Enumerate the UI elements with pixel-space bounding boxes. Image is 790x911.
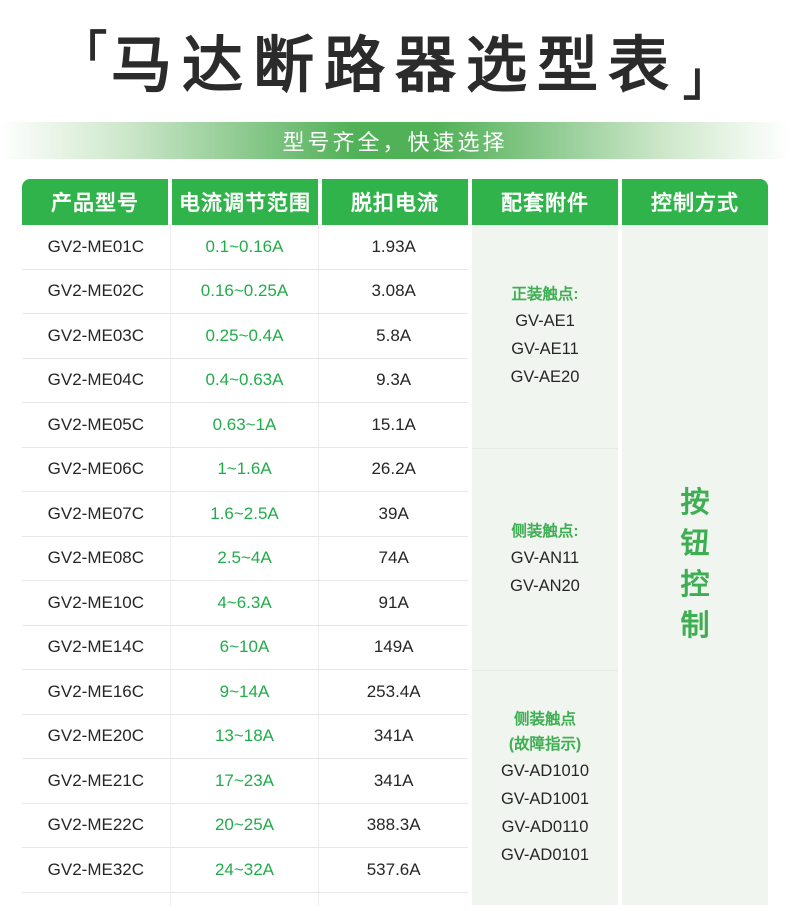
table-body: GV2-ME01C 0.1~0.16A 1.93A GV2-ME02C 0.16~0.2… (22, 225, 768, 906)
row-12-model-cell: GV2-ME21C (22, 759, 171, 804)
row-11-range-cell: 13~18A (170, 714, 320, 759)
row-14-model-cell: GV2-ME32C (22, 848, 171, 893)
row-10-model-cell: GV2-ME16C (22, 670, 171, 715)
title-bracket-left-icon: 「 (60, 27, 107, 79)
row-0-model-cell: GV2-ME01C (22, 225, 171, 270)
row-12-range-cell: 17~23A (170, 759, 320, 804)
accessory-group-2-model-1: GV-AD1001 (500, 790, 590, 808)
subtitle-banner: 型号齐全，快速选择 (0, 122, 790, 159)
row-2-model-cell: GV2-ME03C (22, 314, 171, 359)
accessory-group-1: 侧装触点: GV-AN11 GV-AN20 (472, 447, 618, 671)
row-4-range-cell: 0.63~1A (170, 403, 320, 448)
control-method-column: 按钮控制 (622, 225, 768, 905)
row-3-model-cell: GV2-ME04C (22, 358, 171, 403)
title-bracket-right-icon: 」 (683, 53, 729, 105)
row-13-trip-cell: 388.3A (319, 803, 468, 848)
accessory-group-0-model-0: GV-AE1 (515, 311, 575, 330)
accessory-group-1-model-1: GV-AN20 (510, 576, 580, 595)
control-method-char-1: 钮 (680, 528, 710, 560)
row-8-trip-cell: 91A (319, 581, 468, 626)
accessory-group-0-model-2: GV-AE20 (510, 367, 580, 386)
table-data-columns: GV2-ME01C 0.1~0.16A 1.93A GV2-ME02C 0.16~0.2… (22, 225, 468, 906)
row-8-model-cell: GV2-ME10C (22, 581, 171, 626)
subtitle-text: 型号齐全，快速选择 (282, 129, 508, 155)
column-header-1: 电流调节范围 (172, 179, 318, 225)
row-7-range-cell: 2.5~4A (170, 536, 320, 581)
control-method-char-2: 控 (680, 569, 710, 601)
column-header-4: 控制方式 (622, 179, 768, 225)
row-1-range-cell: 0.16~0.25A (170, 269, 320, 314)
page-title: 「 马达断路器选型表 」 (0, 24, 790, 108)
column-header-0: 产品型号 (22, 179, 168, 225)
row-6-trip-cell: 39A (319, 492, 468, 537)
page-title-text: 马达断路器选型表 (110, 31, 679, 100)
row-13-model-cell: GV2-ME22C (22, 803, 171, 848)
partial-row-range-cell (170, 892, 320, 906)
accessory-group-2-model-0: GV-AD1010 (500, 762, 590, 780)
row-7-model-cell: GV2-ME08C (22, 536, 171, 581)
row-2-range-cell: 0.25~0.4A (170, 314, 320, 359)
row-1-model-cell: GV2-ME02C (22, 269, 171, 314)
table-header-row: 产品型号 电流调节范围 脱扣电流 配套附件 控制方式 (22, 179, 768, 225)
accessory-group-0: 正装触点: GV-AE1 GV-AE11 GV-AE20 (472, 225, 618, 448)
accessory-group-0-model-1: GV-AE11 (511, 339, 579, 358)
row-13-range-cell: 20~25A (170, 803, 320, 848)
row-0-range-cell: 0.1~0.16A (170, 225, 320, 270)
row-2-trip-cell: 5.8A (319, 314, 468, 359)
row-4-model-cell: GV2-ME05C (22, 403, 171, 448)
accessory-column: 正装触点: GV-AE1 GV-AE11 GV-AE20 侧装触点: GV-AN11 GV-… (472, 225, 618, 905)
row-9-model-cell: GV2-ME14C (22, 625, 171, 670)
row-3-trip-cell: 9.3A (319, 358, 468, 403)
row-9-trip-cell: 149A (319, 625, 468, 670)
row-12-trip-cell: 341A (319, 759, 468, 804)
row-10-range-cell: 9~14A (170, 670, 320, 715)
row-5-range-cell: 1~1.6A (170, 447, 320, 492)
accessory-group-2: 侧装触点 (故障指示) GV-AD1010 GV-AD1001 GV-AD0110 GV-… (472, 670, 618, 905)
row-11-model-cell: GV2-ME20C (22, 714, 171, 759)
row-4-trip-cell: 15.1A (319, 403, 468, 448)
partial-row-trip-cell (319, 892, 468, 906)
accessory-group-2-title-1: (故障指示) (508, 736, 582, 753)
row-9-range-cell: 6~10A (170, 625, 320, 670)
row-7-trip-cell: 74A (319, 536, 468, 581)
selection-table: 产品型号 电流调节范围 脱扣电流 配套附件 控制方式 GV2-ME01C 0.1~0.16… (22, 179, 768, 906)
column-header-2: 脱扣电流 (322, 179, 468, 225)
row-0-trip-cell: 1.93A (319, 225, 468, 270)
control-method-char-3: 制 (680, 610, 710, 642)
row-3-range-cell: 0.4~0.63A (170, 358, 320, 403)
row-14-trip-cell: 537.6A (319, 848, 468, 893)
row-5-trip-cell: 26.2A (319, 447, 468, 492)
accessory-group-1-title-0: 侧装触点: (511, 522, 579, 540)
row-8-range-cell: 4~6.3A (170, 581, 320, 626)
accessory-group-1-model-0: GV-AN11 (510, 548, 580, 567)
control-method-char-0: 按 (680, 487, 710, 519)
row-5-model-cell: GV2-ME06C (22, 447, 171, 492)
partial-row-model-cell (22, 892, 171, 906)
accessory-group-2-model-3: GV-AD0101 (500, 846, 590, 864)
row-14-range-cell: 24~32A (170, 848, 320, 893)
row-6-range-cell: 1.6~2.5A (170, 492, 320, 537)
row-10-trip-cell: 253.4A (319, 670, 468, 715)
accessory-group-2-model-2: GV-AD0110 (501, 818, 589, 836)
accessory-group-2-title-0: 侧装触点 (513, 711, 576, 728)
row-11-trip-cell: 341A (319, 714, 468, 759)
column-header-3: 配套附件 (472, 179, 618, 225)
row-1-trip-cell: 3.08A (319, 269, 468, 314)
accessory-group-0-title-0: 正装触点: (511, 285, 579, 303)
row-6-model-cell: GV2-ME07C (22, 492, 171, 537)
